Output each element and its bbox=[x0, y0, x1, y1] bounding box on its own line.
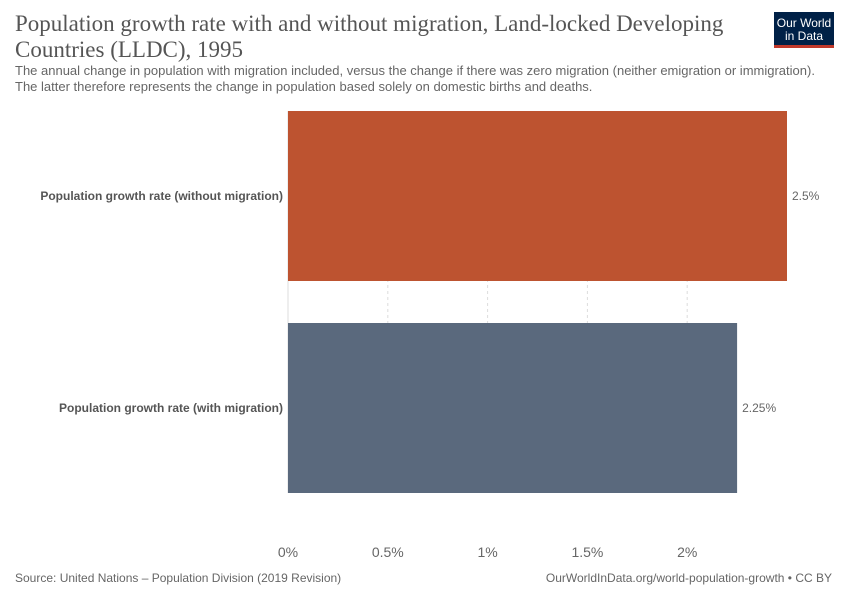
label-layer: Population growth rate (without migratio… bbox=[40, 189, 819, 415]
source-note: Source: United Nations – Population Divi… bbox=[15, 571, 342, 585]
bar-layer bbox=[288, 111, 787, 493]
logo-text: Our World in Data bbox=[776, 16, 832, 43]
x-tick-label: 0% bbox=[278, 544, 298, 560]
logo-accent-bar bbox=[774, 45, 834, 48]
chart-subtitle: The annual change in population with mig… bbox=[15, 63, 815, 94]
value-label: 2.5% bbox=[792, 189, 820, 203]
category-label: Population growth rate (without migratio… bbox=[40, 189, 283, 203]
x-tick-label: 2% bbox=[677, 544, 697, 560]
chart-title: Population growth rate with and without … bbox=[15, 11, 724, 62]
bar[interactable] bbox=[288, 111, 787, 281]
value-label: 2.25% bbox=[742, 401, 776, 415]
category-label: Population growth rate (with migration) bbox=[59, 401, 283, 415]
x-tick-label: 0.5% bbox=[372, 544, 404, 560]
x-tick-label: 1.5% bbox=[571, 544, 603, 560]
bar[interactable] bbox=[288, 323, 738, 493]
credit-link[interactable]: OurWorldInData.org/world-population-grow… bbox=[545, 571, 832, 585]
owid-logo[interactable]: Our World in Data bbox=[774, 12, 834, 48]
tick-layer: 0% 0.5% 1% 1.5% 2% bbox=[278, 544, 697, 560]
x-tick-label: 1% bbox=[477, 544, 497, 560]
